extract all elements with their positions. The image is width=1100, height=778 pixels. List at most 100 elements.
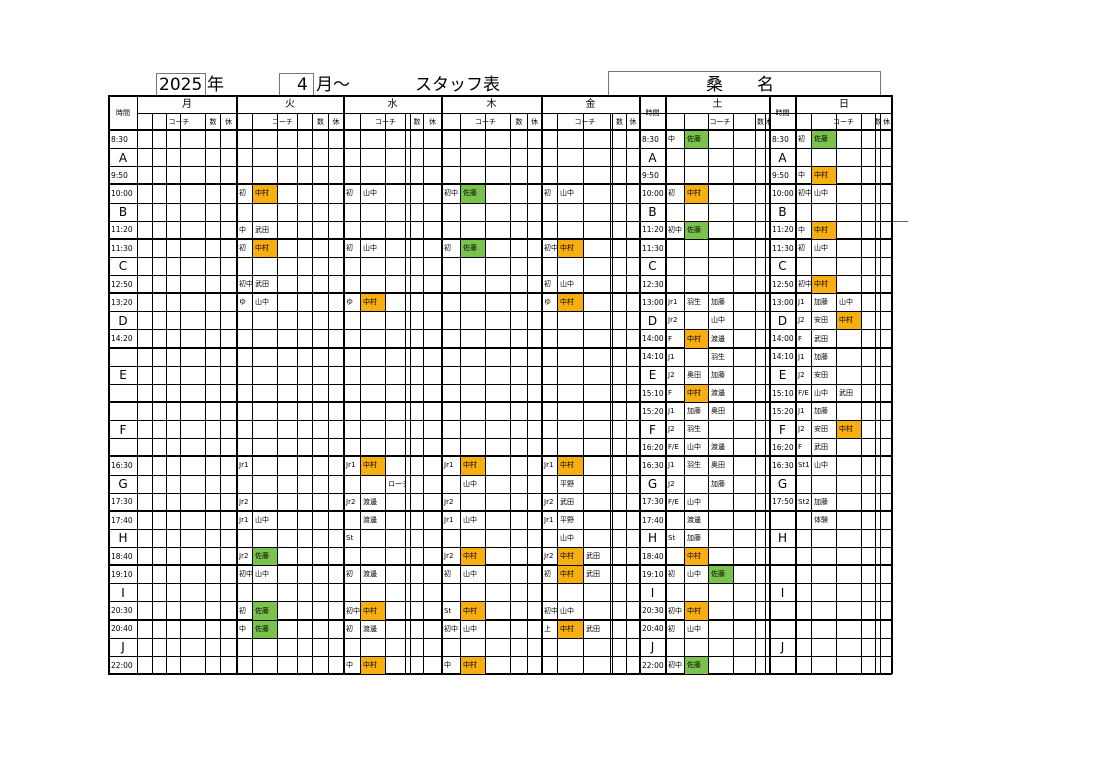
sub-col-divider [220,113,221,674]
class-level-cell: ゆ [544,298,551,307]
sub-col-divider [152,113,153,674]
coach-cell: 佐藤 [685,656,708,674]
sub-col-divider [733,113,734,674]
weekday-time-start-G: 16:30 [111,461,133,471]
block-border [108,618,892,621]
coach-cell: 奥田 [711,407,725,416]
class-level-cell: 中 [239,624,246,633]
coach-cell: 武田 [839,388,853,397]
block-border [108,564,892,567]
coach-cell: 武田 [560,497,574,506]
row-line [108,311,892,313]
sun-time-end-F: 16:20 [772,443,794,453]
sub-col-divider [328,113,329,674]
coach-cell: 中村 [461,457,485,475]
block-border [108,237,892,240]
sun-time-end-I [770,602,795,619]
class-level-cell: 初 [444,570,451,579]
coach-cell: 加藤 [711,479,725,488]
coach-cell: 渡邊 [363,624,377,633]
weekday-time-end-D: 14:20 [111,334,133,344]
class-level-cell: 初 [798,135,805,144]
weekday-time-slot-E: E [119,368,127,383]
class-level-cell: Jr1 [444,515,454,524]
class-level-cell: 初中 [668,225,682,234]
sun-time-end-H [770,548,795,565]
row-line [108,148,892,150]
class-level-cell: J1 [668,352,675,361]
coach-cell: 加藤 [687,407,701,416]
sub-col-divider [755,113,756,674]
class-level-cell: Jr1 [668,298,678,307]
sat-time-start-F: 15:20 [642,406,664,416]
coach-cell: 武田 [814,334,828,343]
month-label: 月〜 [316,75,350,95]
count-subheader-5: 数 [757,117,764,126]
class-level-cell: 中 [346,660,353,669]
coach-cell: 佐藤 [709,566,733,584]
sub-col-divider [180,113,181,674]
coach-cell: 羽生 [687,298,701,307]
count-subheader-1: 数 [317,117,324,126]
weekday-time-slot-H: H [118,531,128,546]
class-level-cell: Jr2 [346,497,356,506]
coach-cell: 加藤 [687,533,701,542]
coach-cell: 佐藤 [253,602,277,620]
coach-cell: 山中 [687,497,701,506]
sat-time-start-C: 11:30 [642,243,664,253]
coach-cell: 安田 [814,425,828,434]
coach-cell: 山中 [814,461,828,470]
coach-cell: 加藤 [711,298,725,307]
class-level-cell: J2 [668,479,675,488]
class-level-cell: J1 [798,352,805,361]
class-level-cell: 初 [346,189,353,198]
coach-cell: 平野 [560,515,574,524]
class-level-cell: F/E [668,497,679,506]
sheet-title: スタッフ表 [415,75,500,95]
day-header-5: 土 [712,99,723,110]
row-line [108,365,892,367]
class-level-cell: 初中 [239,280,252,289]
class-level-cell: 初 [544,570,551,579]
sub-col-divider [626,113,627,674]
day-header-0: 月 [182,99,192,110]
row-line [108,637,892,639]
sat-time-end-E: 15:10 [642,388,664,398]
sat-time-start-G: 16:30 [642,461,664,471]
sat-time-start-E: 14:10 [642,352,664,362]
header-bottom-border [108,129,892,131]
sub-col-divider [410,113,411,674]
coach-cell: 羽生 [687,461,701,470]
sat-time-end-D: 14:00 [642,334,664,344]
class-level-cell: 初 [444,243,451,252]
sub-col-divider [252,113,253,674]
class-level-cell: 初中 [239,570,252,579]
coach-cell: 加藤 [814,352,828,361]
block-border [108,292,892,295]
coach-cell: 佐藤 [253,620,277,638]
sat-time-slot-A: A [648,150,657,165]
sun-time-start-D: 13:00 [772,298,794,307]
coach-cell: 平野 [560,479,574,488]
rest-subheader-0: 休 [225,117,232,126]
day-header-4: 金 [585,99,596,110]
coach-cell: 安田 [814,316,828,325]
sub-col-divider [557,113,558,674]
coach-cell: 山中 [560,189,574,198]
sub-col-divider [708,113,709,674]
coach-cell: 山中 [560,606,574,615]
coach-cell: 中村 [558,566,583,584]
rest-subheader-5: 休 [766,114,769,130]
grid-top-border [108,95,892,97]
coach-subheader-6: コーチ [833,117,854,126]
count-subheader-0: 数 [209,117,217,126]
coach-cell: 武田 [586,570,600,579]
coach-cell: 奥田 [687,370,701,379]
count-subheader-3: 数 [515,117,523,126]
day-header-6: 日 [839,99,849,110]
sun-time-slot-A: A [778,150,787,165]
class-level-cell: Jr2 [668,316,678,325]
class-level-cell: 初 [798,243,805,252]
weekday-time-start-A: 8:30 [111,134,128,144]
